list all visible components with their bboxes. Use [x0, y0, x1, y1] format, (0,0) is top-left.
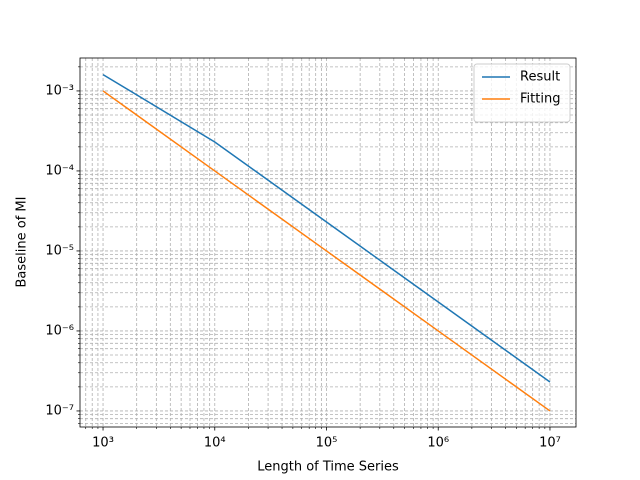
y-tick-label: 10⁻⁶ [45, 323, 74, 338]
plot-frame [79, 57, 577, 428]
legend-box [473, 63, 571, 123]
y-tick-label: 10⁻⁵ [45, 243, 74, 258]
y-tick-label: 10⁻⁴ [45, 163, 74, 178]
x-tick-label: 10³ [92, 436, 114, 451]
line-series [102, 90, 551, 412]
x-tick-label: 10⁴ [204, 436, 226, 451]
y-tick-label: 10⁻⁷ [45, 403, 74, 418]
line-series [102, 73, 551, 383]
y-tick-label: 10⁻³ [45, 83, 74, 98]
x-tick-label: 10⁵ [316, 436, 338, 451]
x-tick-label: 10⁷ [539, 436, 561, 451]
legend-label: Fitting [520, 92, 560, 107]
x-tick-label: 10⁶ [427, 436, 449, 451]
x-axis-label: Length of Time Series [257, 460, 399, 475]
y-axis-label: Baseline of MI [15, 197, 30, 288]
legend-label: Result [520, 70, 560, 85]
